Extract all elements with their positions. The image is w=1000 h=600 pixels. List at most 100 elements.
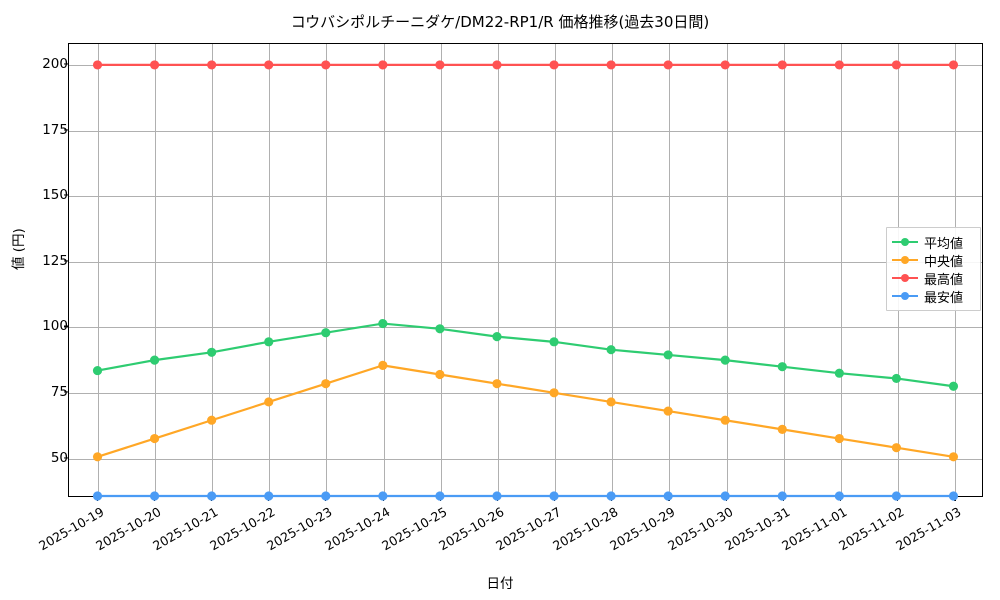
- series-data-point: [321, 328, 331, 338]
- gridline-vertical: [154, 44, 156, 496]
- series-data-point: [435, 369, 445, 380]
- series-data-point: [150, 60, 160, 70]
- gridline-horizontal: [69, 261, 982, 263]
- gridline-vertical: [326, 44, 328, 496]
- legend-color-swatch: [892, 235, 918, 249]
- gridline-vertical: [612, 44, 614, 496]
- y-axis-tick-label: 175: [42, 121, 68, 138]
- chart-legend: 平均値中央値最高値最安値: [886, 227, 981, 311]
- series-data-point: [492, 491, 502, 501]
- series-data-point: [777, 424, 787, 434]
- legend-color-swatch: [892, 253, 918, 267]
- series-data-point: [777, 362, 787, 372]
- y-axis-tick-label: 200: [42, 55, 68, 72]
- series-data-point: [720, 415, 730, 425]
- gridline-horizontal: [69, 196, 982, 198]
- gridline-vertical: [497, 44, 499, 496]
- legend-item[interactable]: 最高値: [892, 269, 974, 288]
- gridline-vertical: [783, 44, 785, 496]
- x-axis-tick-marks: [68, 497, 983, 502]
- series-data-point: [891, 60, 901, 70]
- y-axis-tick-label: 100: [42, 318, 68, 335]
- series-data-point: [834, 433, 844, 444]
- series-data-point: [435, 324, 445, 334]
- series-data-point: [378, 60, 388, 70]
- series-data-point: [549, 337, 559, 347]
- series-line: [96, 364, 955, 458]
- series-data-point: [834, 491, 844, 501]
- series-data-point: [150, 433, 160, 444]
- y-axis-tick-mark: [64, 260, 68, 262]
- gridline-horizontal: [69, 327, 982, 329]
- series-data-point: [321, 379, 331, 389]
- series-data-point: [948, 381, 959, 391]
- series-data-point: [321, 60, 331, 70]
- series-data-point: [606, 397, 616, 407]
- y-axis-tick-label: 50: [50, 449, 68, 466]
- series-line: [96, 322, 955, 388]
- series-data-point: [663, 406, 673, 416]
- legend-label: 最高値: [924, 272, 964, 288]
- series-data-point: [378, 360, 388, 370]
- series-data-point: [663, 491, 673, 501]
- series-data-point: [663, 60, 673, 70]
- legend-item[interactable]: 最安値: [892, 287, 974, 306]
- gridline-vertical: [211, 44, 213, 496]
- y-axis-tick-labels: 50 75 100 125 150 175 200: [0, 43, 68, 497]
- legend-label: 中央値: [924, 254, 964, 270]
- series-data-point: [264, 397, 274, 407]
- gridline-vertical: [383, 44, 385, 496]
- series-data-point: [492, 60, 502, 70]
- y-axis-tick-mark: [64, 391, 68, 393]
- series-data-point: [492, 379, 502, 389]
- series-data-point: [720, 491, 730, 501]
- series-data-point: [834, 368, 844, 378]
- series-data-point: [549, 388, 559, 398]
- series-data-point: [720, 60, 730, 70]
- gridline-vertical: [440, 44, 442, 496]
- series-data-point: [891, 443, 901, 453]
- x-axis-label: 日付: [486, 576, 514, 592]
- series-data-point: [150, 491, 160, 501]
- series-data-point: [663, 350, 673, 360]
- series-data-point: [948, 60, 959, 70]
- legend-color-swatch: [892, 289, 918, 303]
- series-data-point: [207, 415, 217, 425]
- y-axis-tick-label: 75: [50, 384, 68, 401]
- series-data-point: [150, 355, 160, 365]
- y-axis-tick-label: 125: [42, 252, 68, 269]
- series-data-point: [92, 452, 103, 462]
- series-data-point: [492, 332, 502, 342]
- y-axis-tick-mark: [64, 63, 68, 65]
- series-data-point: [378, 491, 388, 501]
- series-data-point: [92, 491, 103, 501]
- data-series-layer: [92, 60, 959, 501]
- series-data-point: [92, 60, 103, 70]
- series-data-point: [834, 60, 844, 70]
- gridline-vertical: [555, 44, 557, 496]
- series-data-point: [264, 337, 274, 347]
- gridline-vertical: [726, 44, 728, 496]
- legend-color-swatch: [892, 271, 918, 285]
- series-data-point: [891, 491, 901, 501]
- series-data-point: [777, 60, 787, 70]
- series-data-point: [92, 366, 103, 376]
- gridline-horizontal: [69, 393, 982, 395]
- y-axis-tick-mark: [64, 457, 68, 459]
- series-data-point: [720, 355, 730, 365]
- y-axis-tick-mark: [64, 129, 68, 131]
- series-data-point: [606, 345, 616, 355]
- series-data-point: [321, 491, 331, 501]
- series-data-point: [207, 347, 217, 357]
- series-data-point: [948, 491, 959, 501]
- series-data-point: [948, 452, 959, 462]
- gridline-vertical: [97, 44, 99, 496]
- series-data-point: [264, 491, 274, 501]
- series-data-point: [891, 373, 901, 384]
- series-data-point: [435, 491, 445, 501]
- legend-label: 最安値: [924, 290, 964, 306]
- legend-item[interactable]: 平均値: [892, 233, 974, 252]
- legend-item[interactable]: 中央値: [892, 251, 974, 270]
- series-data-point: [435, 60, 445, 70]
